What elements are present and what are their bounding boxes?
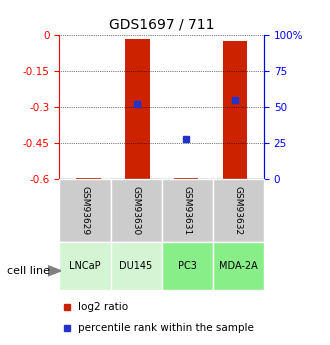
FancyBboxPatch shape — [59, 179, 111, 242]
Text: percentile rank within the sample: percentile rank within the sample — [78, 323, 254, 333]
Text: LNCaP: LNCaP — [69, 261, 101, 270]
FancyBboxPatch shape — [111, 179, 162, 242]
Text: GSM93629: GSM93629 — [81, 186, 89, 235]
Polygon shape — [48, 266, 61, 276]
FancyBboxPatch shape — [213, 179, 264, 242]
Text: PC3: PC3 — [178, 261, 197, 270]
Bar — [77, 178, 101, 179]
FancyBboxPatch shape — [162, 179, 213, 242]
FancyBboxPatch shape — [162, 241, 213, 290]
FancyBboxPatch shape — [111, 241, 162, 290]
Text: log2 ratio: log2 ratio — [78, 302, 128, 312]
Text: GSM93631: GSM93631 — [183, 186, 192, 235]
FancyBboxPatch shape — [213, 241, 264, 290]
Title: GDS1697 / 711: GDS1697 / 711 — [109, 18, 214, 32]
Bar — [125, 39, 149, 179]
Text: DU145: DU145 — [119, 261, 153, 270]
Text: GSM93630: GSM93630 — [132, 186, 141, 235]
FancyBboxPatch shape — [59, 241, 111, 290]
Text: cell line: cell line — [7, 266, 50, 276]
Text: GSM93632: GSM93632 — [234, 186, 243, 235]
Text: MDA-2A: MDA-2A — [219, 261, 258, 270]
Bar — [174, 178, 198, 179]
Bar — [223, 41, 247, 179]
